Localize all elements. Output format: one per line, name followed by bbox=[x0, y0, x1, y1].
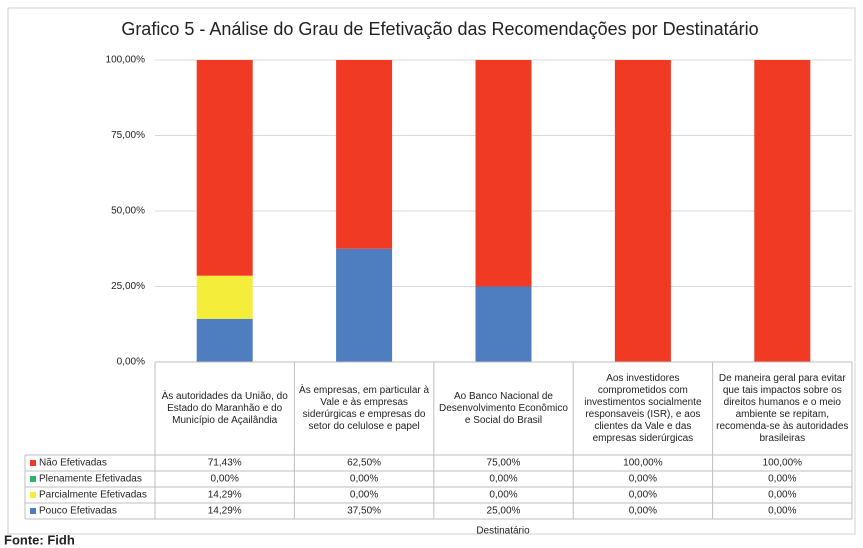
table-value: 62,50% bbox=[347, 458, 381, 469]
legend-label: Plenamente Efetivadas bbox=[39, 474, 142, 485]
y-tick-label: 75,00% bbox=[111, 130, 145, 141]
category-label: Às empresas, em particular à Vale e às e… bbox=[299, 384, 430, 432]
chart-title: Grafico 5 - Análise do Grau de Efetivaçã… bbox=[121, 19, 758, 39]
table-value: 0,00% bbox=[489, 490, 517, 501]
legend-swatch bbox=[30, 460, 36, 466]
bar-segment bbox=[475, 60, 532, 287]
table-value: 100,00% bbox=[623, 458, 663, 469]
legend-label: Parcialmente Efetivadas bbox=[39, 490, 147, 501]
table-value: 25,00% bbox=[487, 506, 521, 517]
bar-segment bbox=[475, 286, 532, 362]
table-value: 37,50% bbox=[347, 506, 381, 517]
category-label: Aos investidores comprometidos com inves… bbox=[584, 372, 702, 444]
table-value: 0,00% bbox=[768, 474, 796, 485]
table-value: 0,00% bbox=[489, 474, 517, 485]
table-value: 14,29% bbox=[208, 506, 242, 517]
table-value: 0,00% bbox=[629, 474, 657, 485]
table-value: 0,00% bbox=[350, 474, 378, 485]
bar-segment bbox=[336, 60, 393, 249]
bar-segment bbox=[336, 248, 393, 362]
category-label: De maneira geral para evitar que tais im… bbox=[716, 372, 849, 444]
y-tick-label: 25,00% bbox=[111, 281, 145, 292]
y-tick-label: 100,00% bbox=[106, 55, 146, 66]
table-value: 100,00% bbox=[763, 458, 803, 469]
table-value: 0,00% bbox=[629, 490, 657, 501]
legend-swatch bbox=[30, 476, 36, 482]
table-value: 0,00% bbox=[768, 506, 796, 517]
y-tick-label: 50,00% bbox=[111, 206, 145, 217]
chart-frame bbox=[7, 7, 856, 535]
bar-segment bbox=[196, 275, 253, 319]
category-label: Às autoridades da União, do Estado do Ma… bbox=[161, 390, 288, 426]
legend-swatch bbox=[30, 492, 36, 498]
legend-label: Não Efetivadas bbox=[39, 458, 107, 469]
legend-label: Pouco Efetivadas bbox=[39, 506, 117, 517]
category-label: Ao Banco Nacional de Desenvolvimento Eco… bbox=[439, 390, 568, 426]
source: Fonte: Fidh bbox=[4, 532, 75, 547]
bar-segment bbox=[754, 60, 811, 362]
bar-segment bbox=[614, 60, 671, 362]
table-value: 0,00% bbox=[768, 490, 796, 501]
bar-segment bbox=[196, 318, 253, 362]
table-value: 75,00% bbox=[487, 458, 521, 469]
y-tick-label: 0,00% bbox=[117, 357, 145, 368]
legend-swatch bbox=[30, 508, 36, 514]
table-value: 0,00% bbox=[211, 474, 239, 485]
table-value: 71,43% bbox=[208, 458, 242, 469]
table-value: 0,00% bbox=[629, 506, 657, 517]
bar-segment bbox=[196, 59, 253, 276]
table-value: 0,00% bbox=[350, 490, 378, 501]
x-axis-label: Destinatário bbox=[476, 526, 530, 537]
table-value: 14,29% bbox=[208, 490, 242, 501]
